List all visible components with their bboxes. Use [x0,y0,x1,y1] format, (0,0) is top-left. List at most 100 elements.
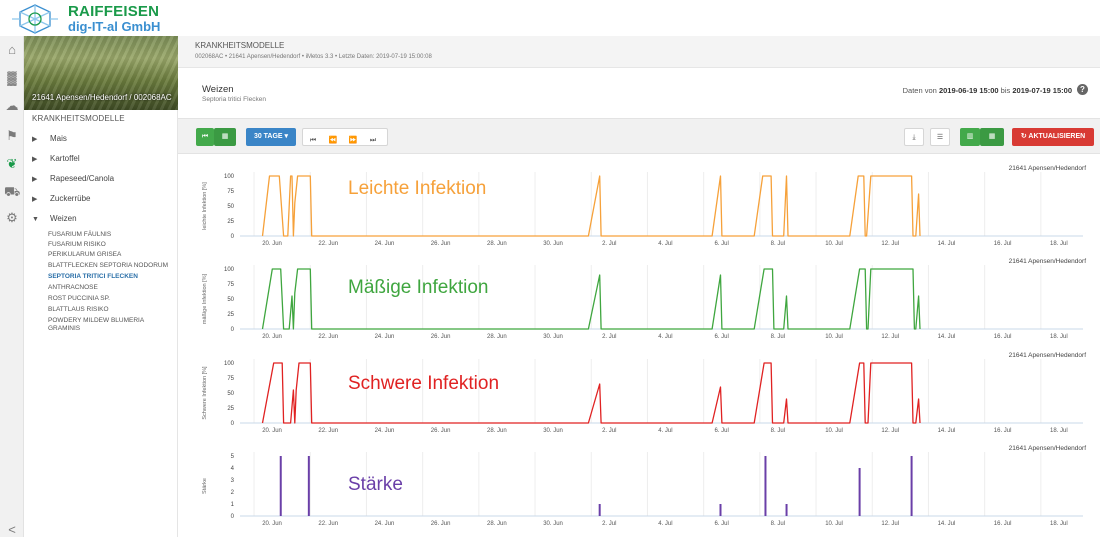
top-bar: RAIFFEISEN dig-IT-al GmbH [0,0,1100,36]
leaf-icon[interactable]: ❦ [6,156,18,171]
model-link-fusarium-faeulnis[interactable]: FUSARIUM FÄULNIS [48,231,112,238]
skip-start-button[interactable]: ⏮ [309,137,317,144]
chart-station-label: 21641 Apensen/Hedendorf [1009,165,1087,172]
y-tick-label: 100 [224,174,235,180]
page-subtitle: Septoria tritici Flecken [202,96,266,103]
page-title: Weizen [202,84,234,95]
x-tick-label: 28. Jun [487,428,507,434]
sidebar-item-zuckerruebe[interactable]: ▶ Zuckerrübe [32,194,90,203]
farm-icon[interactable]: ⚑ [6,128,18,143]
x-tick-label: 22. Jun [318,334,338,340]
brand-logo[interactable]: RAIFFEISEN dig-IT-al GmbH [6,2,176,36]
series-line [261,268,921,330]
x-tick-label: 18. Jul [1050,521,1068,527]
x-tick-label: 8. Jul [771,521,785,527]
table-toggle-button[interactable]: ▦ [980,128,1004,146]
model-link-fusarium-risiko[interactable]: FUSARIUM RISIKO [48,241,106,248]
y-tick-label: 50 [227,391,234,397]
chevron-down-icon: ▼ [32,216,39,223]
x-tick-label: 24. Jun [375,334,395,340]
range-select-button[interactable]: 30 TAGE ▾ [246,128,296,146]
icon-nav-bar: ⌂ ▓ ☁ ⚑ ❦ ⛟ ⚙ < [0,36,24,537]
sidebar-item-mais[interactable]: ▶ Mais [32,134,67,143]
collapse-icon[interactable]: < [8,522,16,537]
model-link-septoria-tritici[interactable]: SEPTORIA TRITICI FLECKEN [48,273,138,280]
model-link-rost-puccinia[interactable]: ROST PUCCINIA SP. [48,295,110,302]
date-prefix: Daten von [902,86,937,95]
weather-icon[interactable]: ☁ [5,98,19,113]
x-tick-label: 16. Jul [994,521,1012,527]
model-link-blattlaus-risiko[interactable]: BLATTLAUS RISIKO [48,306,109,313]
sidebar-heading: KRANKHEITSMODELLE [32,114,125,123]
sidebar-item-weizen[interactable]: ▼ Weizen [32,214,77,223]
x-tick-label: 28. Jun [487,241,507,247]
series-line [261,362,921,424]
chevron-right-icon: ▶ [32,156,38,163]
x-tick-label: 18. Jul [1050,241,1068,247]
x-tick-label: 12. Jul [881,428,899,434]
y-axis-label: Stärke [202,478,208,494]
section-title: KRANKHEITSMODELLE [195,41,285,50]
chart-station-label: 21641 Apensen/Hedendorf [1009,352,1087,359]
step-forward-button[interactable]: ⏩ [348,137,358,144]
x-tick-label: 26. Jun [431,428,451,434]
step-back-button[interactable]: ⏪ [328,137,338,144]
x-tick-label: 24. Jun [375,428,395,434]
y-axis-label: mäßige Infektion [%] [202,273,208,324]
x-tick-label: 30. Jun [543,334,563,340]
brand-name: RAIFFEISEN [68,3,160,20]
chart-overlay-title: Leichte Infektion [348,178,486,199]
x-tick-label: 12. Jul [881,334,899,340]
x-tick-label: 10. Jul [825,521,843,527]
chart-view-button[interactable]: ▥ [960,128,980,146]
chart-overlay-title: Mäßige Infektion [348,277,488,298]
x-tick-label: 2. Jul [602,241,616,247]
y-tick-label: 0 [231,421,235,427]
model-link-perikularum-grisea[interactable]: PERIKULARUM GRISEA [48,251,122,258]
sidebar-item-rapeseed[interactable]: ▶ Rapeseed/Canola [32,174,114,183]
chart-overlay-title: Schwere Infektion [348,373,499,394]
tractor-icon[interactable]: ⛟ [4,184,21,199]
y-tick-label: 0 [231,234,235,240]
refresh-button[interactable]: ↻ AKTUALISIEREN [1012,128,1094,146]
station-banner[interactable]: 21641 Apensen/Hedendorf / 002068AC [24,36,178,110]
table-view-button[interactable]: ☰ [930,128,950,146]
first-page-button[interactable]: ⏮ [196,128,214,146]
x-tick-label: 20. Jun [262,241,282,247]
calendar-button[interactable]: ▦ [214,128,236,146]
y-tick-label: 75 [227,282,234,288]
navigation-buttons: ⏮ ⏪ ⏩ ⏭ [302,128,388,146]
bar-chart-icon[interactable]: ▓ [7,70,17,85]
x-tick-label: 4. Jul [658,241,672,247]
x-tick-label: 6. Jul [714,334,728,340]
x-tick-label: 20. Jun [262,521,282,527]
download-button[interactable]: ⤓ [904,128,924,146]
range-select-label: 30 TAGE [253,133,283,140]
x-tick-label: 4. Jul [658,428,672,434]
gear-icon[interactable]: ⚙ [6,210,18,225]
x-tick-label: 2. Jul [602,521,616,527]
x-tick-label: 16. Jul [994,428,1012,434]
x-tick-label: 12. Jul [881,521,899,527]
x-tick-label: 24. Jun [375,241,395,247]
x-tick-label: 16. Jul [994,334,1012,340]
help-icon[interactable]: ? [1077,84,1088,95]
model-link-powdery-mildew[interactable]: POWDERY MILDEW BLUMERIA GRAMINIS [48,317,144,332]
brand-subname: dig-IT-al GmbH [68,19,161,34]
y-tick-label: 100 [224,361,235,367]
x-tick-label: 14. Jul [938,241,956,247]
sidebar-item-kartoffel[interactable]: ▶ Kartoffel [32,154,80,163]
skip-end-button[interactable]: ⏭ [369,137,377,144]
x-tick-label: 28. Jun [487,334,507,340]
x-tick-label: 14. Jul [938,428,956,434]
x-tick-label: 8. Jul [771,428,785,434]
y-tick-label: 50 [227,297,234,303]
model-link-septoria-nodorum[interactable]: BLATTFLECKEN SEPTORIA NODORUM [48,262,169,269]
home-icon[interactable]: ⌂ [8,42,16,57]
x-tick-label: 28. Jun [487,521,507,527]
refresh-label: AKTUALISIEREN [1028,133,1086,140]
x-tick-label: 4. Jul [658,334,672,340]
model-link-anthracnose[interactable]: ANTHRACNOSE [48,284,98,291]
x-tick-label: 18. Jul [1050,334,1068,340]
x-tick-label: 30. Jun [543,241,563,247]
